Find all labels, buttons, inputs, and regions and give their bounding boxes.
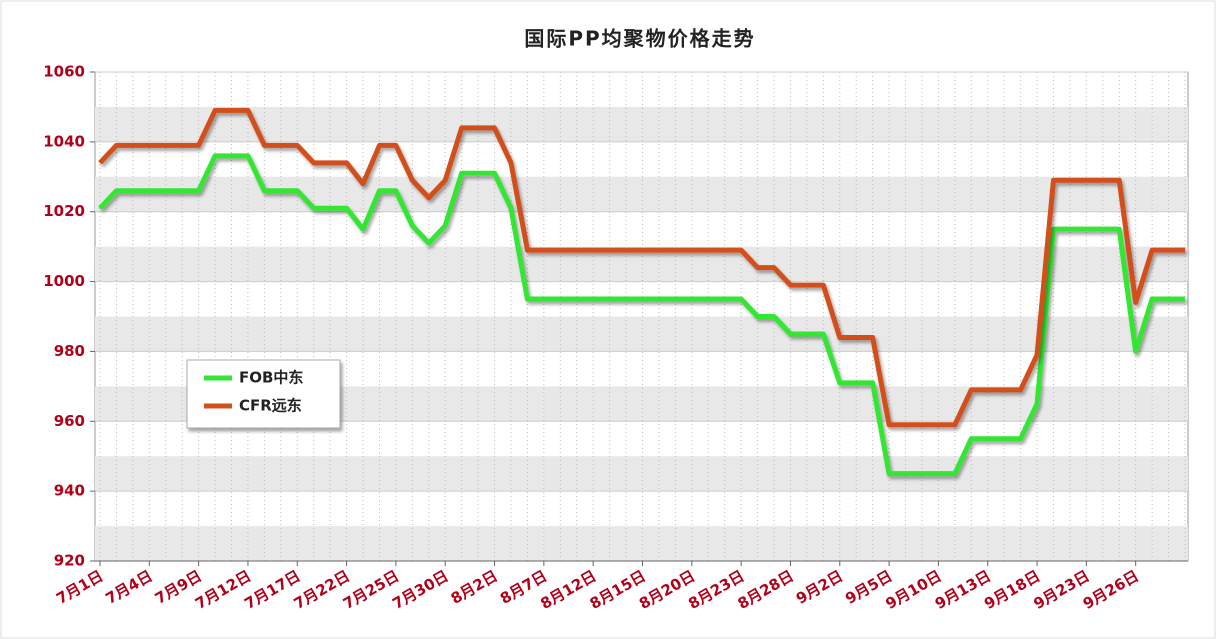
legend-label: CFR远东 — [239, 397, 302, 415]
y-tick-label: 960 — [54, 412, 85, 430]
grid-band — [95, 316, 1188, 352]
grid-band — [95, 526, 1188, 561]
series-line — [98, 107, 1185, 428]
grid-band — [95, 106, 1188, 142]
y-tick-label: 1000 — [43, 272, 85, 290]
y-tick-label: 1020 — [43, 202, 85, 220]
y-tick-label: 920 — [54, 552, 85, 570]
grid-band — [95, 176, 1188, 212]
legend-label: FOB中东 — [239, 369, 303, 387]
y-tick-label: 1040 — [43, 132, 85, 150]
y-tick-label: 980 — [54, 342, 85, 360]
grid-band — [95, 456, 1188, 492]
y-tick-label: 1060 — [43, 63, 85, 81]
chart-title: 国际PP均聚物价格走势 — [524, 27, 755, 51]
legend-box — [186, 359, 341, 429]
y-tick-label: 940 — [54, 482, 85, 500]
series-line — [98, 153, 1185, 477]
